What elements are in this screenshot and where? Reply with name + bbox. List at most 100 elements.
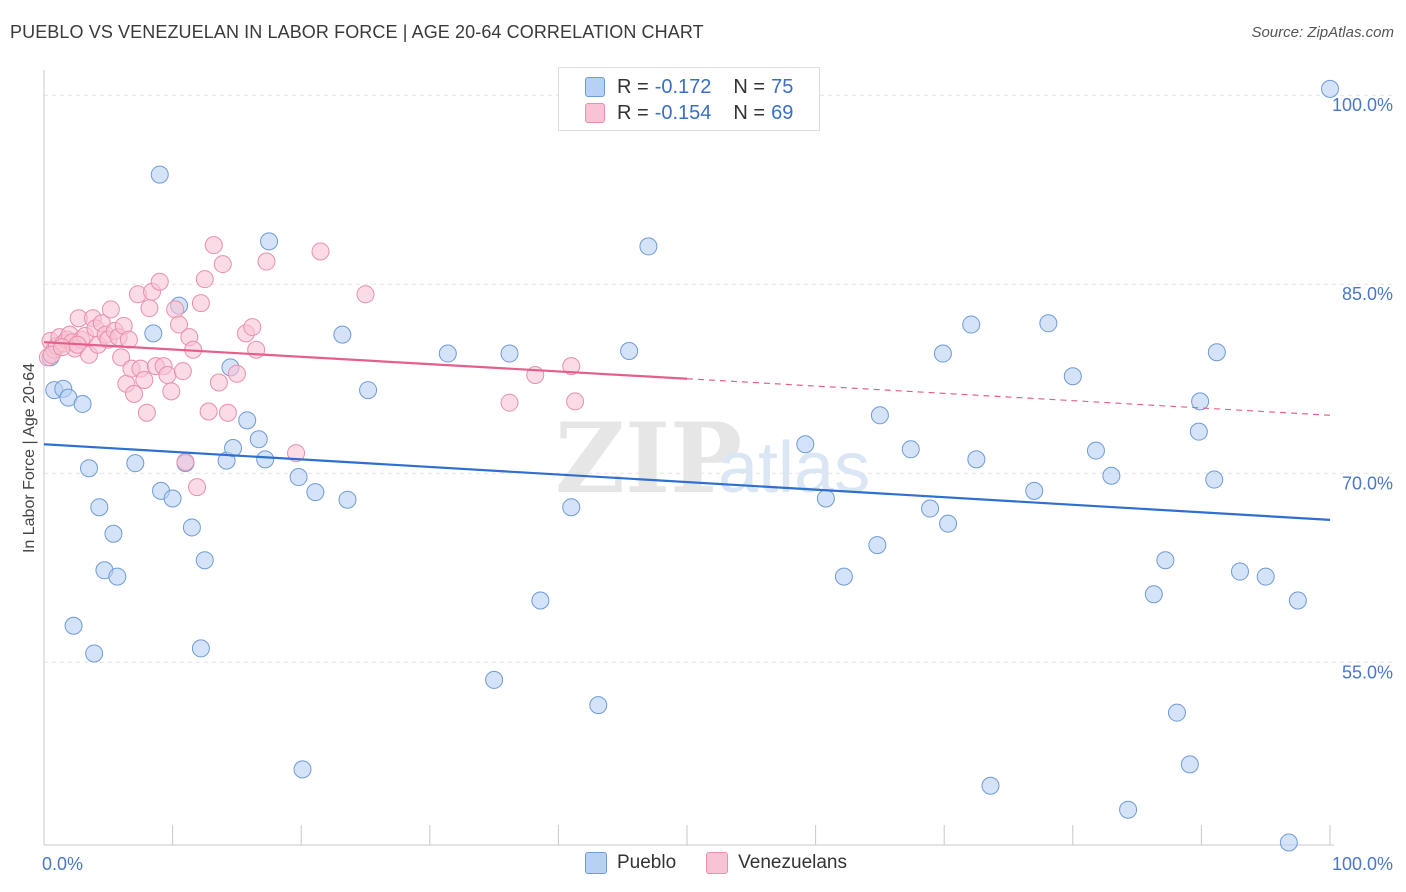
series-label-venezuelans: Venezuelans <box>738 852 847 873</box>
venezuelan-point <box>162 382 181 401</box>
venezuelan-point <box>227 364 246 383</box>
trend-line-solid <box>43 341 688 380</box>
pueblo-point <box>80 459 99 478</box>
pueblo-point <box>939 514 958 533</box>
legend-n-value: 69 <box>771 101 794 124</box>
venezuelan-point <box>158 365 177 384</box>
legend-n-value: 75 <box>771 75 794 98</box>
legend-swatch-venezuelans <box>585 103 605 123</box>
venezuelan-points <box>38 236 585 497</box>
series-legend-venezuelans: Venezuelans <box>706 852 847 874</box>
pueblo-point <box>562 498 581 517</box>
chart-title: PUEBLO VS VENEZUELAN IN LABOR FORCE | AG… <box>10 22 704 42</box>
venezuelan-point <box>500 393 519 412</box>
pueblo-point <box>150 165 169 184</box>
pueblo-point <box>85 644 104 663</box>
venezuelan-point <box>166 300 185 319</box>
pueblo-point <box>256 450 275 469</box>
pueblo-point <box>834 567 853 586</box>
venezuelan-point <box>173 362 192 381</box>
pueblo-point <box>1119 800 1138 819</box>
pueblo-point <box>224 439 243 458</box>
pueblo-point <box>500 344 519 363</box>
pueblo-point <box>620 342 639 361</box>
venezuelan-point <box>287 444 306 463</box>
legend-r-label: R = <box>617 101 649 124</box>
pueblo-point <box>163 489 182 508</box>
venezuelan-point <box>125 384 144 403</box>
venezuelan-point <box>247 340 266 359</box>
legend-n-label: N = <box>733 75 766 98</box>
pueblo-point <box>64 616 83 635</box>
pueblo-point <box>1025 481 1044 500</box>
pueblo-point <box>359 381 378 400</box>
trend-line-dashed <box>686 378 1331 416</box>
axes <box>43 70 1334 846</box>
venezuelan-point <box>257 252 276 271</box>
pueblo-point <box>901 440 920 459</box>
pueblo-point <box>126 454 145 473</box>
venezuelan-point <box>566 392 585 411</box>
x-tick-labels: 0.0% 100.0% <box>42 854 1393 874</box>
pueblo-point <box>870 406 889 425</box>
pueblo-point <box>1156 551 1175 570</box>
pueblo-point <box>1086 441 1105 460</box>
venezuelan-point <box>137 403 156 422</box>
pueblo-point <box>1230 562 1249 581</box>
pueblo-point <box>195 551 214 570</box>
pueblo-point <box>108 567 127 586</box>
pueblo-point <box>1279 833 1298 852</box>
venezuelan-point <box>213 255 232 274</box>
pueblo-point <box>333 325 352 344</box>
y-axis-title: In Labor Force | Age 20-64 <box>21 363 38 553</box>
pueblo-point <box>1207 343 1226 362</box>
watermark-atlas: atlas <box>718 428 870 508</box>
venezuelan-point <box>243 318 262 337</box>
legend-row-pueblo: R = -0.172 N = 75 <box>585 75 793 99</box>
pueblo-point <box>796 435 815 454</box>
y-tick-label: 70.0% <box>1342 473 1393 493</box>
pueblo-point <box>238 411 257 430</box>
venezuelan-point <box>188 478 207 497</box>
watermark-zip: ZIP <box>555 402 742 515</box>
pueblo-point <box>260 232 279 251</box>
pueblo-point <box>1167 703 1186 722</box>
pueblo-point <box>639 237 658 256</box>
venezuelan-point <box>140 299 159 318</box>
legend-r-value: -0.172 <box>654 75 712 98</box>
venezuelan-point <box>135 371 154 389</box>
pueblo-point <box>1321 79 1339 98</box>
venezuelan-point <box>356 285 375 304</box>
pueblo-point <box>1288 591 1307 610</box>
pueblo-point <box>967 450 986 469</box>
venezuelan-point <box>218 403 237 422</box>
legend-row-venezuelans: R = -0.154 N = 69 <box>585 101 793 125</box>
grid-lines <box>44 94 1392 663</box>
series-swatch-pueblo <box>585 852 607 874</box>
pueblo-point <box>1189 422 1208 441</box>
pueblo-point <box>1256 567 1275 586</box>
pueblo-point <box>306 483 325 502</box>
series-label-pueblo: Pueblo <box>617 852 677 873</box>
source-label: Source: ZipAtlas.com <box>1251 24 1394 41</box>
venezuelan-point <box>53 338 72 357</box>
pueblo-point <box>438 344 457 363</box>
pueblo-point <box>182 518 201 537</box>
legend-r-value: -0.154 <box>654 101 712 124</box>
pueblo-point <box>816 489 835 508</box>
venezuelan-point <box>209 373 228 392</box>
legend-swatch-pueblo <box>585 77 605 97</box>
pueblo-point <box>1205 470 1224 489</box>
pueblo-point <box>933 344 952 363</box>
series-legend-pueblo: Pueblo <box>585 852 676 874</box>
pueblo-point <box>1039 314 1058 333</box>
correlation-legend: R = -0.172 N = 75 R = -0.154 N = 69 <box>558 67 820 131</box>
watermark: ZIP atlas <box>555 402 870 515</box>
pueblo-point <box>1063 367 1082 386</box>
venezuelan-point <box>101 300 120 319</box>
pueblo-point <box>90 498 109 517</box>
y-tick-label: 85.0% <box>1342 284 1393 304</box>
pueblo-point <box>981 776 1000 795</box>
venezuelan-point <box>150 272 169 291</box>
legend-r-label: R = <box>617 75 649 98</box>
